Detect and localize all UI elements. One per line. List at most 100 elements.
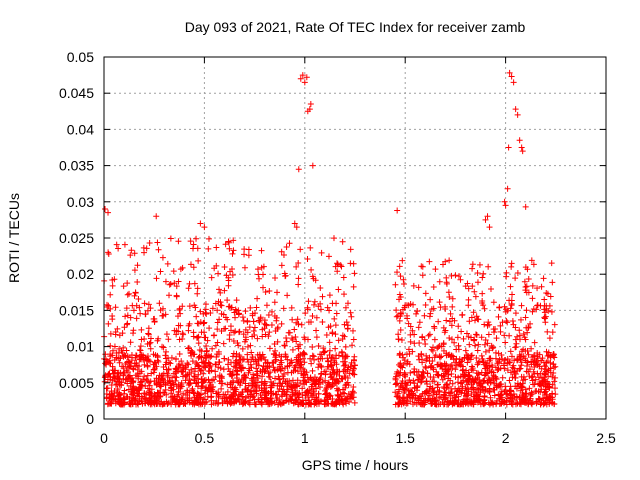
data-point: [334, 260, 341, 267]
data-point: [262, 389, 269, 396]
data-point: [433, 391, 440, 398]
data-point: [430, 387, 437, 394]
data-point: [485, 263, 492, 270]
data-point: [435, 318, 442, 325]
data-point: [520, 346, 527, 353]
data-point: [191, 280, 198, 287]
data-point: [530, 261, 537, 268]
data-point: [415, 396, 422, 403]
data-point: [502, 202, 509, 209]
data-point: [307, 244, 314, 251]
data-point: [263, 388, 270, 395]
data-point: [266, 345, 273, 352]
data-point: [309, 343, 316, 350]
data-point: [105, 302, 112, 309]
data-point: [472, 293, 479, 300]
data-point: [175, 381, 182, 388]
data-point: [195, 354, 202, 361]
data-point: [242, 334, 249, 341]
data-point: [292, 364, 299, 371]
data-point: [423, 378, 430, 385]
data-point: [504, 390, 511, 397]
data-point: [206, 368, 213, 375]
data-point: [413, 310, 420, 317]
data-point: [490, 299, 497, 306]
data-point: [470, 309, 477, 316]
data-point: [195, 257, 202, 264]
data-point: [232, 314, 239, 321]
data-point: [514, 383, 521, 390]
data-point: [295, 352, 302, 359]
data-point: [185, 361, 192, 368]
data-point: [496, 304, 503, 311]
y-tick-label: 0.04: [67, 121, 94, 137]
data-point: [258, 387, 265, 394]
data-point: [186, 320, 193, 327]
data-point: [223, 272, 230, 279]
data-point: [304, 336, 311, 343]
data-point: [302, 392, 309, 399]
data-point: [214, 339, 221, 346]
data-point: [146, 392, 153, 399]
y-tick-label: 0.05: [67, 49, 94, 65]
data-point: [335, 337, 342, 344]
data-point: [127, 363, 134, 370]
data-point: [468, 363, 475, 370]
data-point: [146, 389, 153, 396]
data-point: [254, 351, 261, 358]
data-point: [541, 296, 548, 303]
data-point: [198, 329, 205, 336]
data-point: [445, 351, 452, 358]
data-point: [145, 330, 152, 337]
data-point: [452, 359, 459, 366]
data-point: [212, 300, 219, 307]
data-point: [525, 401, 532, 408]
data-point: [281, 399, 288, 406]
data-point: [151, 366, 158, 373]
data-point: [550, 370, 557, 377]
data-point: [206, 325, 213, 332]
data-point: [173, 283, 180, 290]
data-point: [551, 321, 558, 328]
data-point: [155, 358, 162, 365]
data-point: [436, 278, 443, 285]
data-point: [179, 303, 186, 310]
data-point: [216, 316, 223, 323]
data-point: [202, 306, 209, 313]
data-point: [194, 290, 201, 297]
data-point: [135, 296, 142, 303]
data-point: [218, 385, 225, 392]
data-point: [235, 359, 242, 366]
data-point: [124, 280, 131, 287]
data-point: [196, 392, 203, 399]
data-point: [165, 336, 172, 343]
data-point: [507, 283, 514, 290]
data-point: [529, 308, 536, 315]
data-point: [200, 396, 207, 403]
data-point: [333, 385, 340, 392]
data-point: [308, 401, 315, 408]
data-point: [300, 374, 307, 381]
data-point: [319, 318, 326, 325]
data-point: [507, 359, 514, 366]
data-point: [302, 310, 309, 317]
data-point: [182, 377, 189, 384]
data-point: [523, 324, 530, 331]
data-point: [292, 334, 299, 341]
data-point: [231, 329, 238, 336]
x-tick-label: 2.5: [596, 430, 616, 446]
data-point: [234, 339, 241, 346]
data-point: [323, 390, 330, 397]
data-point: [145, 301, 152, 308]
data-point: [475, 393, 482, 400]
data-point: [268, 321, 275, 328]
data-point: [452, 385, 459, 392]
data-point: [394, 207, 401, 214]
data-point: [407, 323, 414, 330]
data-point: [405, 346, 412, 353]
data-point: [464, 359, 471, 366]
data-point: [170, 396, 177, 403]
data-point: [214, 307, 221, 314]
data-point: [444, 380, 451, 387]
data-point: [426, 354, 433, 361]
